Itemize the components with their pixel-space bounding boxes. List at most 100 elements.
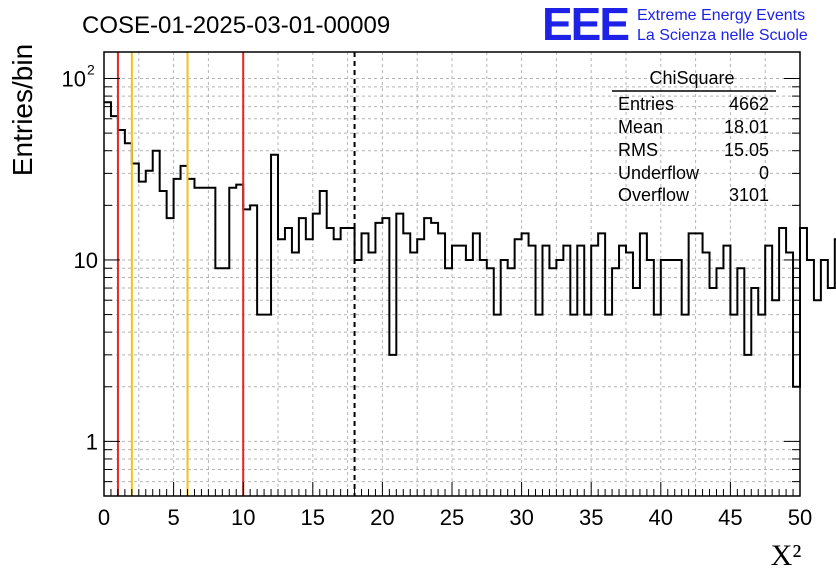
histogram-bin (424, 218, 431, 496)
histogram-bin (536, 315, 543, 496)
histogram-bin (710, 288, 717, 496)
histogram-bin (605, 315, 612, 496)
eee-logo: EEE Extreme Energy Events La Scienza nel… (542, 0, 808, 50)
y-tick-label-exponent: 2 (87, 62, 95, 78)
stats-title: ChiSquare (649, 68, 734, 88)
logo-mark: EEE (542, 0, 628, 50)
histogram-bin (403, 233, 410, 496)
histogram-bins (104, 102, 836, 496)
histogram-bin (556, 260, 563, 496)
histogram-bin (751, 288, 758, 496)
histogram-bin (368, 252, 375, 496)
histogram-bin (452, 246, 459, 496)
histogram-bin (174, 179, 181, 496)
stats-label: RMS (618, 140, 658, 160)
stats-label: Overflow (618, 185, 690, 205)
histogram-bin (821, 260, 828, 496)
histogram-bin (480, 260, 487, 496)
histogram-bin (619, 246, 626, 496)
histogram-bin (570, 315, 577, 496)
histogram-bin (549, 268, 556, 496)
histogram-bin (438, 233, 445, 496)
histogram-bin (591, 246, 598, 496)
stats-label: Mean (618, 117, 663, 137)
histogram-bin (264, 315, 271, 496)
y-tick-label: 1 (86, 429, 98, 454)
histogram-bin (584, 315, 591, 496)
chart-title: COSE-01-2025-03-01-00009 (82, 12, 390, 39)
histogram-bin (153, 151, 160, 496)
histogram-bin (542, 246, 549, 496)
histogram-bin (188, 179, 195, 496)
x-tick-label: 50 (788, 505, 812, 530)
histogram-bin (222, 268, 229, 496)
histogram-bin (737, 268, 744, 496)
x-axis-label: X² (771, 539, 802, 572)
histogram-bin (466, 260, 473, 496)
histogram-bin (396, 214, 403, 496)
stats-box: ChiSquare Entries 4662 Mean 18.01 RMS 15… (612, 68, 776, 205)
histogram-bin (828, 288, 835, 496)
histogram-bin (334, 239, 341, 496)
histogram-bin (355, 260, 362, 496)
histogram-bin (703, 252, 710, 496)
histogram-bin (410, 252, 417, 496)
x-tick-label: 30 (509, 505, 533, 530)
x-tick-label: 45 (718, 505, 742, 530)
histogram-bin (285, 228, 292, 496)
histogram-bin (292, 252, 299, 496)
histogram-bin (689, 233, 696, 496)
x-tick-label: 40 (649, 505, 673, 530)
histogram-bin (522, 233, 529, 496)
histogram-bin (772, 300, 779, 496)
histogram-bin (160, 191, 167, 496)
histogram-bin (201, 188, 208, 496)
histogram-bin (696, 233, 703, 496)
histogram-bin (814, 300, 821, 496)
histogram-bin (278, 239, 285, 496)
stats-value: 4662 (729, 94, 769, 114)
histogram-bin (716, 268, 723, 496)
stats-value: 15.05 (724, 140, 769, 160)
histogram-bin (640, 233, 647, 496)
histogram-bin (181, 166, 188, 496)
histogram-bin (382, 218, 389, 496)
histogram-bin (598, 233, 605, 496)
histogram-bin (299, 218, 306, 496)
histogram-bin (313, 214, 320, 496)
histogram-bin (445, 268, 452, 496)
histogram-bin (786, 252, 793, 496)
histogram-bin (654, 315, 661, 496)
y-tick-label: 10 (74, 248, 98, 273)
histogram-bin (229, 188, 236, 496)
histogram-bin (375, 223, 382, 496)
histogram-bin (431, 223, 438, 496)
histogram-bin (730, 315, 737, 496)
histogram-outline (104, 101, 836, 388)
histogram-bin (633, 288, 640, 496)
histogram-bin (146, 171, 153, 496)
x-tick-label: 25 (440, 505, 464, 530)
histogram-bin (139, 182, 146, 496)
y-tick-label: 10 (62, 67, 86, 92)
histogram-bin (167, 218, 174, 496)
histogram-bin (577, 246, 584, 496)
histogram-bin (104, 102, 111, 496)
histogram-bin (208, 188, 215, 496)
histogram-bin (529, 246, 536, 496)
histogram-bin (612, 268, 619, 496)
histogram-bin (807, 260, 814, 496)
histogram-bin (647, 260, 654, 496)
histogram-bin (800, 228, 807, 496)
histogram-bin (194, 188, 201, 496)
x-tick-label: 10 (231, 505, 255, 530)
logo-line1: Extreme Energy Events (637, 7, 805, 24)
x-tick-label: 0 (98, 505, 110, 530)
histogram-bin (501, 260, 508, 496)
histogram-bin (661, 260, 668, 496)
histogram-bin (341, 228, 348, 496)
stats-value: 3101 (729, 185, 769, 205)
histogram-bin (125, 143, 132, 496)
